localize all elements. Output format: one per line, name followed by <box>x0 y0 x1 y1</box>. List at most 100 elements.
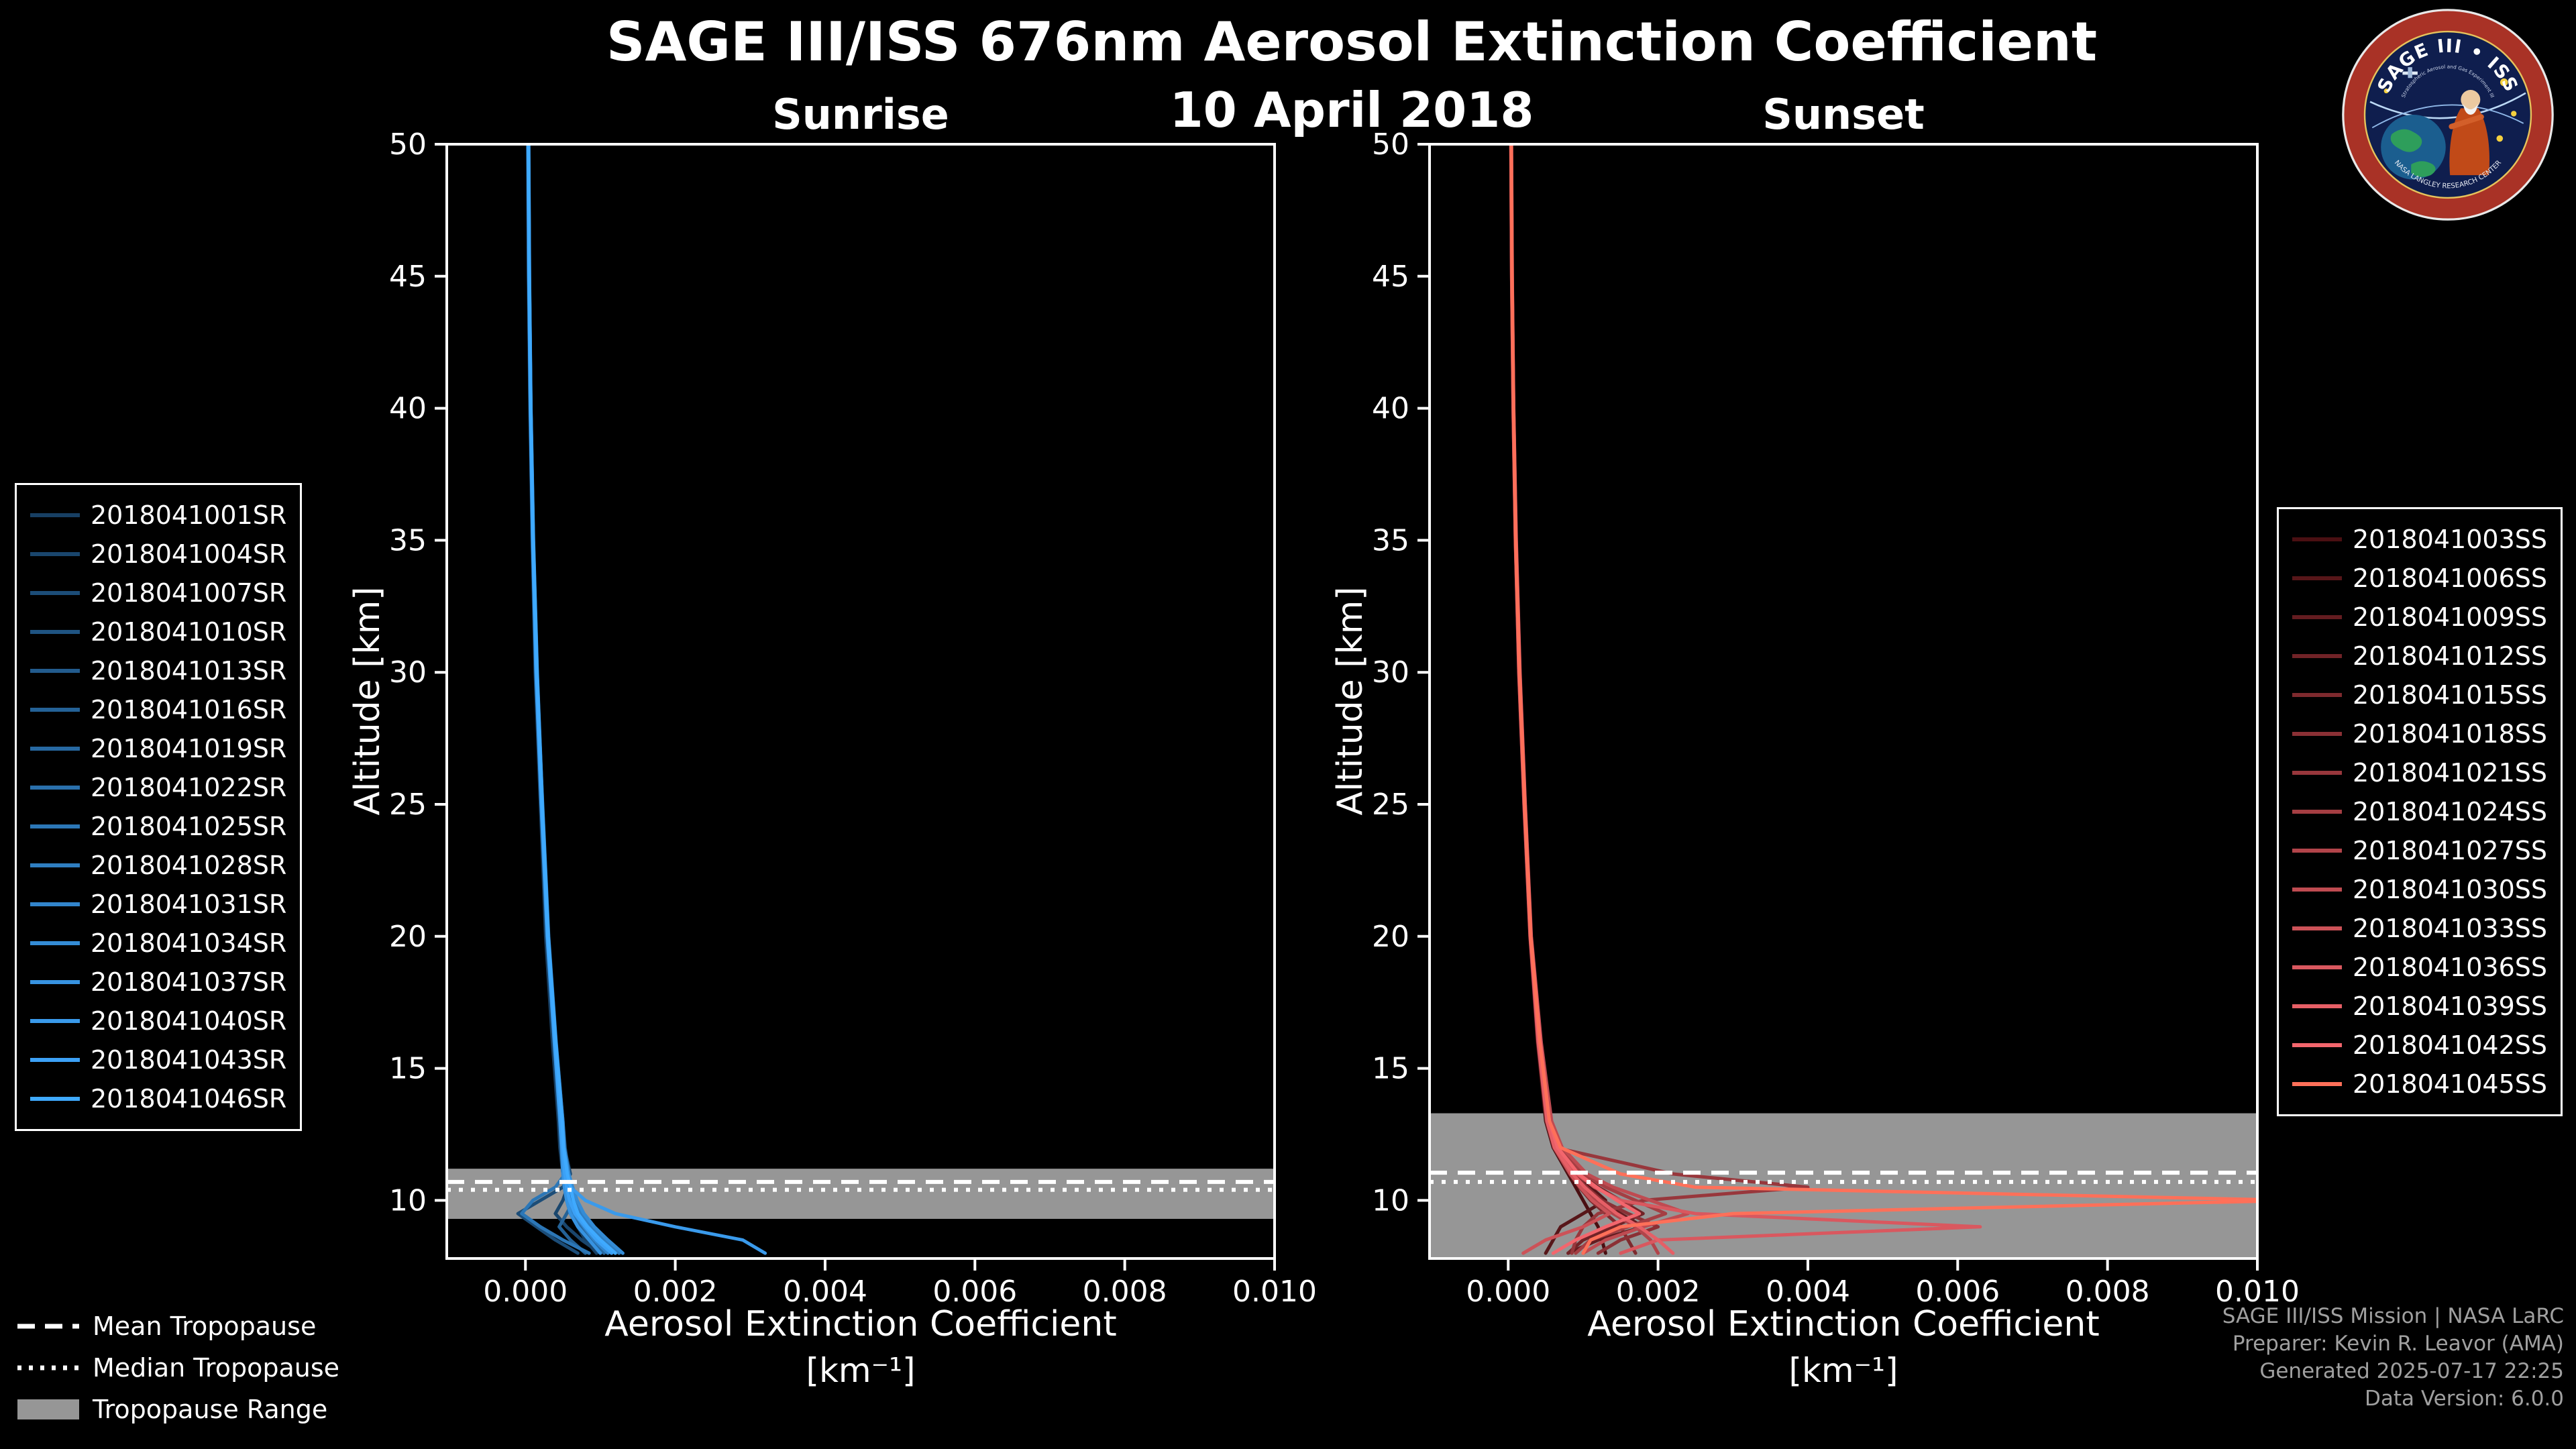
legend-item-2018041030SS: 2018041030SS <box>2292 870 2547 909</box>
tropopause-range-band <box>1430 1113 2257 1258</box>
legend-line-swatch <box>30 669 80 673</box>
x-tick-label: 0.006 <box>1915 1275 2000 1309</box>
profile-line-2018041027SS <box>1509 144 1660 1255</box>
legend-label: 2018041009SS <box>2352 602 2547 632</box>
legend-label: 2018041016SR <box>91 695 287 724</box>
legend-item-2018041045SS: 2018041045SS <box>2292 1065 2547 1104</box>
legend-line-swatch <box>2292 888 2342 892</box>
sunset-y-axis-label: Altitude [km] <box>1330 586 1371 816</box>
legend-item-2018041013SR: 2018041013SR <box>30 651 286 690</box>
legend-item-2018041039SS: 2018041039SS <box>2292 987 2547 1026</box>
legend-line-swatch <box>30 513 80 517</box>
legend-line-swatch <box>2292 810 2342 814</box>
legend-label: 2018041022SR <box>91 773 287 802</box>
legend-item-2018041018SS: 2018041018SS <box>2292 714 2547 753</box>
legend-label: 2018041033SS <box>2352 914 2547 943</box>
profile-line-2018041018SS <box>1509 144 1660 1255</box>
legend-label: 2018041001SR <box>91 500 287 530</box>
profile-line-2018041033SS <box>1509 144 1611 1255</box>
profile-line-2018041036SS <box>1509 144 1982 1255</box>
legend-label: 2018041039SS <box>2352 991 2547 1021</box>
legend-line-swatch <box>2292 1004 2342 1008</box>
legend-item-2018041021SS: 2018041021SS <box>2292 753 2547 792</box>
y-tick-label: 50 <box>1372 127 1409 162</box>
legend-label: 2018041019SR <box>91 734 287 763</box>
legend-line-swatch <box>30 630 80 634</box>
legend-item-2018041046SR: 2018041046SR <box>30 1079 286 1118</box>
legend-label: 2018041013SR <box>91 656 287 686</box>
y-tick-label: 40 <box>389 392 427 426</box>
legend-label: 2018041012SS <box>2352 641 2547 671</box>
x-tick-label: 0.002 <box>633 1275 718 1309</box>
legend-item-2018041004SR: 2018041004SR <box>30 535 286 574</box>
y-tick-label: 10 <box>1372 1183 1409 1218</box>
legend-item-2018041024SS: 2018041024SS <box>2292 792 2547 831</box>
dotted-line-swatch <box>17 1364 79 1372</box>
profile-line-2018041012SS <box>1509 144 1645 1255</box>
legend-line-swatch <box>2292 849 2342 853</box>
tropopause-legend: Mean Tropopause Median Tropopause Tropop… <box>17 1305 339 1430</box>
legend-line-swatch <box>2292 693 2342 697</box>
sunset-plot: 0.000 0.002 0.004 0.006 0.008 0.010 10 15 20 25 30… <box>1372 127 2300 1309</box>
y-tick-label: 50 <box>389 127 427 162</box>
legend-line-swatch <box>30 902 80 906</box>
y-tick-label: 45 <box>389 260 427 294</box>
chart-title: SAGE III/ISS 676nm Aerosol Extinction Co… <box>606 11 2098 73</box>
legend-line-swatch <box>30 591 80 595</box>
profile-line-2018041022SR <box>527 144 614 1255</box>
legend-line-swatch <box>2292 654 2342 658</box>
x-tick-label: 0.008 <box>1083 1275 1167 1309</box>
legend-item-2018041040SR: 2018041040SR <box>30 1002 286 1040</box>
legend-label: 2018041046SR <box>91 1084 287 1114</box>
legend-label: 2018041025SR <box>91 812 287 841</box>
legend-label: 2018041036SS <box>2352 953 2547 982</box>
profile-line-2018041042SS <box>1509 144 1642 1255</box>
sunrise-y-axis-label: Altitude [km] <box>347 586 388 816</box>
profile-line-2018041031SR <box>526 144 610 1255</box>
band-swatch <box>17 1399 79 1419</box>
legend-label: 2018041037SR <box>91 967 287 997</box>
legend-item-2018041037SR: 2018041037SR <box>30 963 286 1002</box>
legend-line-swatch <box>2292 1043 2342 1047</box>
legend-label: 2018041010SR <box>91 617 287 647</box>
profile-line-2018041007SR <box>516 144 580 1255</box>
legend-line-swatch <box>30 824 80 828</box>
legend-line-swatch <box>30 747 80 751</box>
legend-label: Mean Tropopause <box>93 1311 317 1341</box>
legend-label: Tropopause Range <box>93 1395 328 1424</box>
x-tick-label: 0.010 <box>1232 1275 1317 1309</box>
legend-label: 2018041031SR <box>91 890 287 919</box>
legend-label: 2018041042SS <box>2352 1030 2547 1060</box>
legend-item-2018041015SS: 2018041015SS <box>2292 676 2547 714</box>
x-axis-label-text: Aerosol Extinction Coefficient <box>1587 1304 2100 1344</box>
profile-line-2018041039SS <box>1509 144 1675 1255</box>
sunrise-panel-title: Sunrise <box>772 90 949 139</box>
footer-preparer-line: Preparer: Kevin R. Leavor (AMA) <box>2232 1332 2564 1356</box>
footer-generated-line: Generated 2025-07-17 22:25 <box>2259 1359 2564 1383</box>
profile-line-2018041021SS <box>1509 144 1810 1255</box>
legend-label: 2018041003SS <box>2352 525 2547 554</box>
legend-item-median-tropopause: Median Tropopause <box>17 1347 339 1389</box>
legend-line-swatch <box>2292 965 2342 969</box>
planet-dot <box>2511 111 2517 117</box>
legend-label: 2018041021SS <box>2352 758 2547 788</box>
legend-label: 2018041040SR <box>91 1006 287 1036</box>
legend-line-swatch <box>2292 1082 2342 1086</box>
footer-version-line: Data Version: 6.0.0 <box>2364 1387 2564 1411</box>
legend-line-swatch <box>2292 537 2342 541</box>
legend-item-2018041006SS: 2018041006SS <box>2292 559 2547 598</box>
x-tick-label: 0.000 <box>1466 1275 1550 1309</box>
attribution-footer: SAGE III/ISS Mission | NASA LaRC Prepare… <box>2222 1303 2564 1413</box>
sage-iii-iss-logo: SAGE III • ISS Stratospheric Aerosol and… <box>2342 9 2554 221</box>
iss-illustration <box>2402 67 2418 78</box>
dashed-line-swatch <box>17 1322 79 1330</box>
legend-line-swatch <box>30 708 80 712</box>
y-tick-label: 10 <box>389 1183 427 1218</box>
legend-label: 2018041028SR <box>91 851 287 880</box>
legend-line-swatch <box>30 786 80 790</box>
profile-line-2018041046SR <box>527 144 617 1255</box>
footer-mission-line: SAGE III/ISS Mission | NASA LaRC <box>2222 1304 2564 1328</box>
legend-line-swatch <box>2292 576 2342 580</box>
y-tick-label: 30 <box>1372 655 1409 690</box>
sage-beard <box>2463 103 2479 115</box>
